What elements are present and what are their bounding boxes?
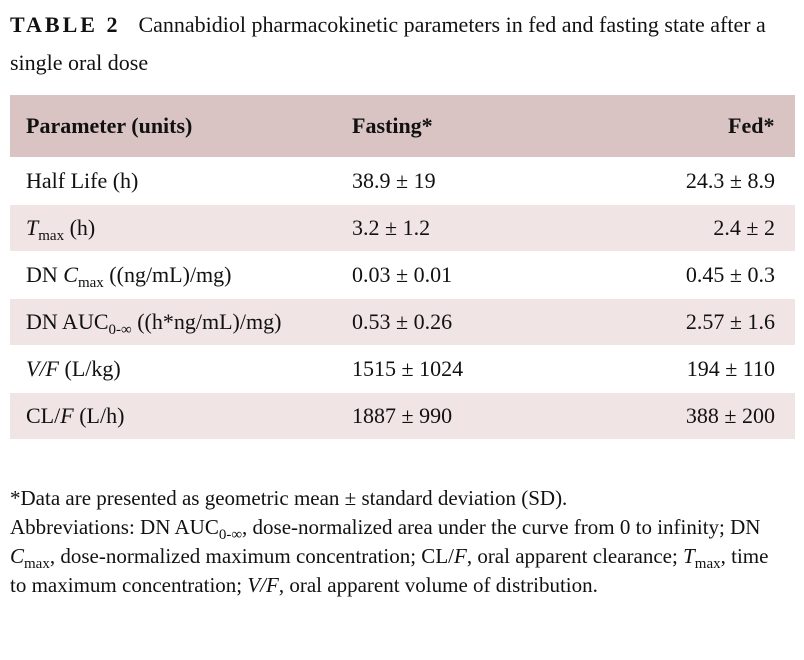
text: ((h*ng/mL)/mg)	[131, 308, 282, 334]
text: (h)	[64, 214, 96, 240]
value-cell: 3.2 ± 1.2	[352, 214, 431, 240]
header-cell: Fed*	[728, 112, 775, 138]
row: Tmax (h) 3.2 ± 1.2 2.4 ± 2	[10, 204, 795, 251]
param-cell: V/F (L/kg)	[10, 345, 332, 392]
value-cell: 1887 ± 990	[352, 402, 453, 428]
row: V/F (L/kg) 1515 ± 1024 194 ± 110	[10, 345, 795, 392]
table-label: TABLE 2	[10, 12, 121, 37]
text: CL/	[26, 402, 61, 428]
text: T	[683, 544, 695, 568]
text: DN	[26, 261, 64, 287]
text: DN AUC	[26, 308, 109, 334]
text: Half Life (h)	[26, 167, 139, 193]
subscript: 0-∞	[218, 527, 243, 543]
subscript: max	[24, 556, 50, 572]
footnote: *Data are presented as geometric mean ± …	[10, 486, 568, 510]
subscript: max	[38, 227, 65, 244]
text: T	[26, 214, 39, 240]
text: , time to maximum concentration;	[10, 544, 769, 597]
footnotes: *Data are presented as geometric mean ± …	[10, 484, 790, 600]
param-cell: Half Life (h)	[10, 157, 332, 204]
subscript: 0-∞	[108, 321, 132, 338]
text: , oral apparent volume of distribution.	[278, 573, 598, 597]
table-body: Half Life (h) 38.9 ± 19 24.3 ± 8.9 Tmax …	[10, 157, 795, 439]
text: , dose-normalized area under the curve f…	[242, 515, 761, 539]
table-caption: Cannabidiol pharmacokinetic parameters i…	[10, 12, 766, 75]
row: Half Life (h) 38.9 ± 19 24.3 ± 8.9	[10, 157, 795, 204]
header-cell: Parameter (units)	[26, 112, 193, 138]
header-row: Parameter (units) Fasting* Fed*	[10, 95, 795, 157]
value-cell: 0.03 ± 0.01	[352, 261, 453, 287]
value-cell: 24.3 ± 8.9	[685, 167, 775, 193]
label-wrap: DN AUC0-∞ ((h*ng/mL)/mg)	[26, 307, 316, 338]
text: ((ng/mL)/mg)	[103, 261, 232, 287]
value-cell: 388 ± 200	[685, 402, 775, 428]
table: Parameter (units) Fasting* Fed* Half Lif…	[10, 95, 795, 439]
subscript: max	[694, 556, 721, 572]
value-cell: 0.45 ± 0.3	[685, 261, 775, 287]
subscript: max	[77, 274, 104, 291]
row: DN AUC0-∞ ((h*ng/mL)/mg) 0.53 ± 0.26 2.5…	[10, 298, 795, 345]
text: , oral apparent clearance;	[466, 544, 684, 568]
abbreviations: Abbreviations: DN AUC0-∞, dose-normalize…	[10, 513, 790, 600]
text: (L/kg)	[59, 355, 121, 381]
text: Abbreviations: DN AUC	[10, 515, 219, 539]
table-head: Parameter (units) Fasting* Fed*	[10, 95, 795, 157]
row: DN Cmax ((ng/mL)/mg) 0.03 ± 0.01 0.45 ± …	[10, 251, 795, 298]
value-cell: 38.9 ± 19	[352, 167, 436, 193]
value-cell: 2.57 ± 1.6	[685, 308, 775, 334]
param-cell: DN AUC0-∞ ((h*ng/mL)/mg)	[10, 298, 332, 345]
row: CL/F (L/h) 1887 ± 990 388 ± 200	[10, 392, 795, 439]
text: V/F	[247, 573, 279, 597]
text: (L/h)	[73, 402, 125, 428]
value-cell: 194 ± 110	[686, 355, 775, 381]
param-cell: CL/F (L/h)	[10, 392, 332, 439]
text: V/F	[26, 355, 59, 381]
table-title: TABLE 2 Cannabidiol pharmacokinetic param…	[10, 6, 794, 82]
value-cell: 0.53 ± 0.26	[352, 308, 453, 334]
text: F	[60, 402, 74, 428]
header-cell: Fasting*	[352, 112, 433, 138]
value-cell: 2.4 ± 2	[713, 214, 775, 240]
text: F	[453, 544, 467, 568]
text: , dose-normalized maximum concentration;…	[49, 544, 454, 568]
value-cell: 1515 ± 1024	[352, 355, 464, 381]
text: C	[10, 544, 25, 568]
param-cell: DN Cmax ((ng/mL)/mg)	[10, 251, 332, 298]
param-cell: Tmax (h)	[10, 204, 332, 251]
text: C	[63, 261, 78, 287]
